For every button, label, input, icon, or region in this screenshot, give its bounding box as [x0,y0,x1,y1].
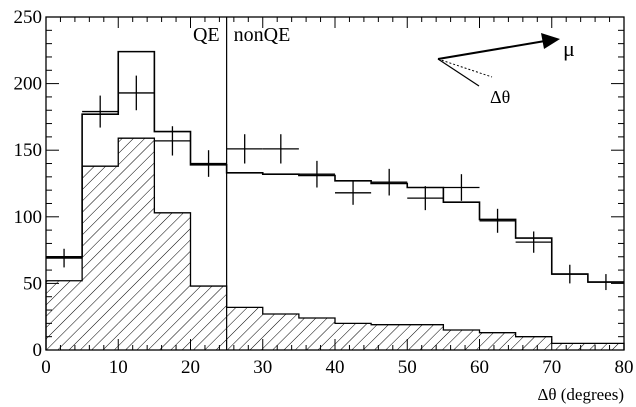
hatched-bar [335,323,372,350]
step-histogram [46,50,624,283]
data-point [262,134,299,164]
muon-label: μ [563,36,575,61]
x-tick-label: 60 [470,357,489,378]
data-point [298,160,335,188]
hatched-bar [118,138,155,350]
hatched-bar [515,336,552,350]
data-point [515,231,552,253]
x-tick-label: 80 [615,357,634,378]
x-tick-label: 70 [542,357,561,378]
y-tick-label: 100 [14,207,43,228]
data-point [46,248,83,268]
data-point [335,180,372,205]
data-point [443,174,480,201]
hatched-bar [226,307,263,350]
hatched-bar [46,280,83,350]
x-tick-label: 30 [253,357,272,378]
hatched-bar [551,343,588,350]
hatched-bar [407,324,444,350]
data-point [190,150,227,177]
y-tick-label: 250 [14,7,43,28]
hatched-bar [82,166,119,350]
hatched-bar [154,212,191,350]
data-point [587,274,624,291]
y-tick-label: 150 [14,140,43,161]
x-tick-label: 50 [398,357,417,378]
x-axis-title: Δθ (degrees) [537,385,624,404]
data-point [226,134,263,164]
x-tick-label: 40 [326,357,345,378]
hatched-bar [190,286,227,350]
hatched-bar [262,314,299,350]
data-point [82,95,119,128]
y-tick-label: 0 [33,340,43,361]
region-label-nonqe: nonQE [234,24,291,46]
hatched-bar [479,332,516,350]
axis-ticks: 0 10 20 30 40 50 60 70 80 0 50 100 150 200 250 [14,7,634,378]
data-point [479,208,516,233]
hatched-bar [371,324,408,350]
y-tick-label: 200 [14,74,43,95]
hatched-bar [587,343,624,350]
inset-diagram: μ Δθ [437,33,575,107]
data-point [551,264,588,284]
y-tick-label: 50 [23,273,42,294]
delta-theta-label: Δθ [490,87,510,107]
hatched-outline [45,137,625,350]
x-tick-label: 10 [109,357,128,378]
neutrino-line [437,58,480,87]
data-point [371,168,408,196]
data-point [118,75,155,111]
hatched-bar [298,318,335,350]
data-points [46,75,624,291]
hatched-histogram [45,137,625,350]
x-tick-label: 20 [181,357,200,378]
reference-dotted-line [437,58,493,78]
step-line [46,50,624,283]
muon-arrowhead-icon [541,33,560,49]
region-label-qe: QE [193,24,220,46]
data-point [154,126,191,156]
muon-arrow-line [437,40,546,60]
hatched-bar [443,330,480,350]
x-tick-label: 0 [41,357,51,378]
data-point [407,186,444,211]
